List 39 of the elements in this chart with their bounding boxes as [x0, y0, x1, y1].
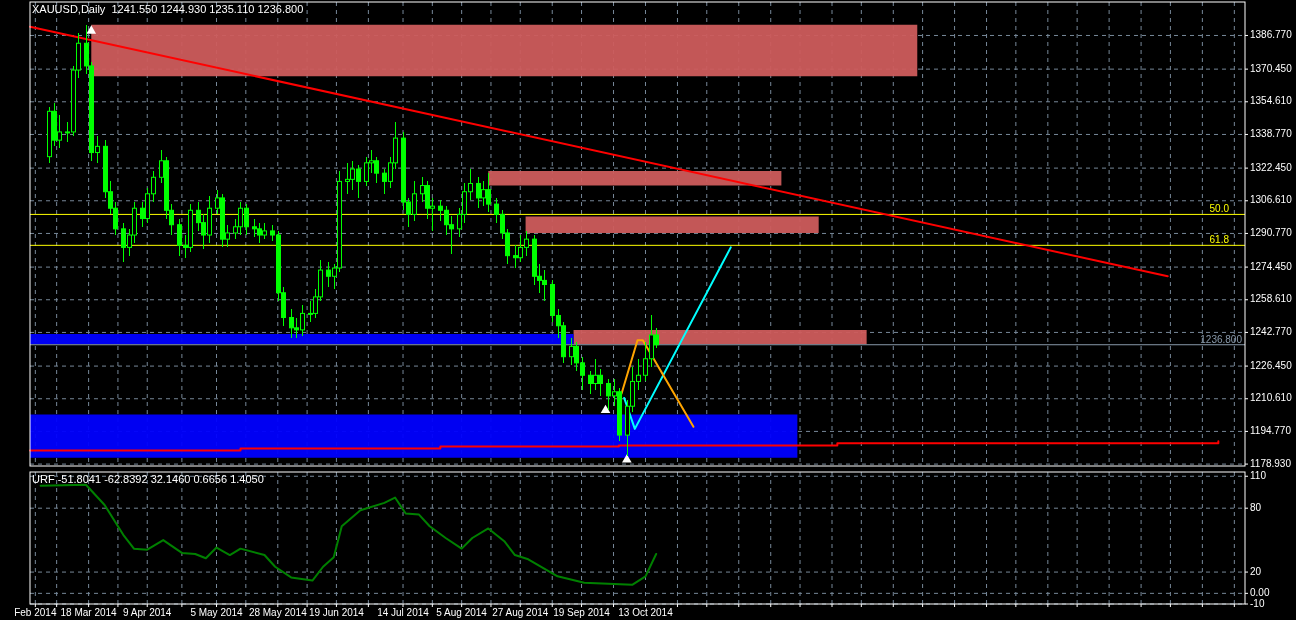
y-tick-label: 1258.610: [1250, 293, 1293, 305]
y-tick-label: 1290.770: [1250, 227, 1293, 239]
y-tick-label: 1338.770: [1250, 128, 1293, 140]
x-tick-label: 13 Oct 2014: [618, 606, 674, 618]
y-tick-label: 1306.610: [1250, 194, 1293, 206]
annotation: 61.8: [1209, 234, 1230, 246]
x-tick-label: 18 Mar 2014: [60, 606, 118, 618]
y-tick-label: 1322.450: [1250, 161, 1293, 173]
y-tick-label: 1210.610: [1250, 392, 1293, 404]
y-tick-label: 20: [1250, 565, 1262, 577]
y-tick-label: 110: [1250, 469, 1267, 481]
x-tick-label: 27 Aug 2014: [492, 606, 549, 618]
y-tick-label: 1178.930: [1250, 457, 1292, 469]
y-tick-label: 1242.770: [1250, 326, 1293, 338]
y-tick-label: 80: [1250, 501, 1262, 513]
x-tick-label: 5 Aug 2014: [436, 606, 488, 618]
chart-title: XAUUSD,Daily 1241.550 1244.930 1235.110 1236.800: [32, 3, 304, 15]
ref-line-label: 1236.800: [1200, 333, 1243, 345]
x-tick-label: Feb 2014: [14, 606, 57, 618]
y-tick-label: -10: [1250, 597, 1265, 609]
line-series: [39, 483, 658, 586]
y-tick-label: 1354.610: [1250, 95, 1293, 107]
y-tick-label: 1194.770: [1250, 425, 1292, 437]
y-tick-label: 1386.770: [1250, 29, 1293, 41]
chart-title: URF -51.8041 -62.8392 32.1460 0.6656 1.4050: [32, 473, 264, 485]
y-tick-label: 1274.450: [1250, 260, 1293, 272]
x-tick-label: 19 Sep 2014: [553, 606, 611, 618]
x-tick-label: 5 May 2014: [190, 606, 244, 618]
y-tick-label: 1370.450: [1250, 62, 1293, 74]
x-tick-label: 28 May 2014: [248, 606, 308, 618]
annotation: 50.0: [1209, 203, 1230, 215]
y-tick-label: 1226.450: [1250, 359, 1293, 371]
point: [622, 454, 632, 463]
y-tick-label: 0.00: [1250, 587, 1270, 598]
point: [86, 25, 97, 34]
x-tick-label: 14 Jul 2014: [377, 606, 430, 618]
x-tick-label: 9 Apr 2014: [123, 606, 172, 618]
point: [600, 404, 611, 414]
x-tick-label: 19 Jun 2014: [308, 606, 365, 618]
